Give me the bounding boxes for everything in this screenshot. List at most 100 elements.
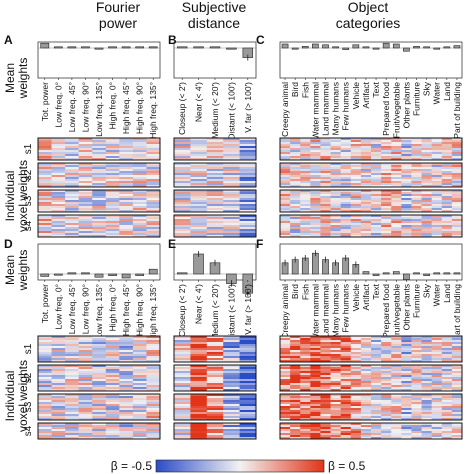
heatmap-cell: [290, 348, 301, 351]
heatmap-cell: [92, 336, 107, 339]
heatmap-cell: [381, 342, 392, 345]
heatmap-cell: [119, 398, 134, 401]
heatmap-cell: [223, 185, 240, 188]
heatmap-cell: [132, 196, 147, 199]
heatmap-cell: [78, 396, 93, 399]
heatmap-f-s3: [279, 393, 463, 421]
subject-label: s1: [23, 143, 34, 154]
heatmap-cell: [174, 148, 191, 151]
heatmap-cell: [190, 200, 208, 203]
heatmap-cell: [431, 358, 443, 361]
category-label: Few humans: [341, 284, 351, 333]
heatmap-cell: [391, 146, 402, 149]
bar: [372, 273, 380, 276]
heatmap-cell: [223, 367, 240, 370]
heatmap-cell: [190, 338, 208, 341]
heatmap-cell: [132, 221, 147, 224]
category-label: Near (< 4'): [194, 82, 204, 122]
heatmap-cell: [206, 185, 224, 188]
heatmap-cell: [119, 404, 134, 407]
heatmap-cell: [360, 371, 372, 374]
heatmap-cell: [51, 217, 66, 220]
heatmap-cell: [310, 394, 321, 397]
heatmap-cell: [421, 196, 432, 199]
heatmap-cell: [401, 156, 412, 159]
heatmap-cell: [119, 140, 134, 143]
heatmap-cell: [65, 423, 79, 426]
heatmap-cell: [411, 369, 422, 372]
heatmap-cell: [360, 183, 372, 186]
heatmap-cell: [441, 202, 453, 205]
heatmap-cell: [411, 179, 422, 182]
heatmap-cell: [411, 344, 422, 347]
heatmap-cell: [310, 196, 321, 199]
heatmap-cell: [451, 163, 463, 166]
heatmap-cell: [431, 414, 443, 417]
heatmap-cell: [119, 354, 134, 357]
heatmap-cell: [146, 431, 161, 434]
heatmap-cell: [119, 146, 134, 149]
heatmap-cell: [441, 414, 453, 417]
heatmap-cell: [431, 360, 443, 363]
heatmap-cell: [51, 231, 66, 234]
heatmap-cell: [174, 367, 191, 370]
heatmap-cell: [239, 412, 257, 415]
heatmap-cell: [300, 375, 311, 378]
heatmap-cell: [51, 192, 66, 195]
heatmap-cell: [92, 400, 107, 403]
heatmap-cell: [51, 425, 66, 428]
heatmap-cell: [78, 185, 93, 188]
heatmap-cell: [300, 369, 311, 372]
heatmap-cell: [401, 427, 412, 430]
heatmap-cell: [92, 394, 107, 397]
heatmap-cell: [411, 346, 422, 349]
heatmap-cell: [310, 414, 321, 417]
heatmap-cell: [223, 342, 240, 345]
heatmap-cell: [300, 233, 311, 236]
category-label: V. far (> 100'): [243, 82, 253, 133]
heatmap-cell: [223, 381, 240, 384]
heatmap-cell: [280, 158, 291, 161]
heatmap-cell: [206, 169, 224, 172]
heatmap-cell: [290, 221, 301, 224]
heatmap-cell: [190, 210, 208, 213]
heatmap-cell: [401, 206, 412, 209]
heatmap-cell: [280, 210, 291, 213]
heatmap-cell: [105, 167, 120, 170]
heatmap-cell: [391, 177, 402, 180]
heatmap-cell: [51, 371, 66, 374]
heatmap-cell: [105, 150, 120, 153]
heatmap-cell: [381, 210, 392, 213]
heatmap-cell: [381, 158, 392, 161]
heatmap-cell: [441, 429, 453, 432]
heatmap-cell: [206, 142, 224, 145]
heatmap-cell: [290, 423, 301, 426]
heatmap-cell: [401, 169, 412, 172]
heatmap-cell: [290, 425, 301, 428]
heatmap-cell: [350, 154, 362, 157]
heatmap-cell: [421, 210, 432, 213]
heatmap-e-s2: [173, 364, 257, 392]
heatmap-cell: [451, 231, 463, 234]
heatmap-cell: [190, 381, 208, 384]
heatmap-cell: [350, 425, 362, 428]
heatmap-cell: [340, 217, 352, 220]
heatmap-cell: [350, 358, 362, 361]
heatmap-cell: [290, 367, 301, 370]
heatmap-cell: [38, 429, 52, 432]
heatmap-cell: [411, 138, 422, 141]
heatmap-cell: [350, 433, 362, 436]
heatmap-cell: [206, 215, 224, 218]
heatmap-cell: [132, 427, 147, 430]
heatmap-cell: [330, 227, 341, 230]
heatmap-cell: [300, 396, 311, 399]
heatmap-cell: [330, 377, 341, 380]
heatmap-cell: [391, 346, 402, 349]
heatmap-cell: [132, 400, 147, 403]
heatmap-cell: [92, 235, 107, 238]
heatmap-cell: [421, 383, 432, 386]
heatmap-cell: [174, 404, 191, 407]
heatmap-cell: [381, 202, 392, 205]
heatmap-cell: [441, 167, 453, 170]
heatmap-cell: [206, 233, 224, 236]
